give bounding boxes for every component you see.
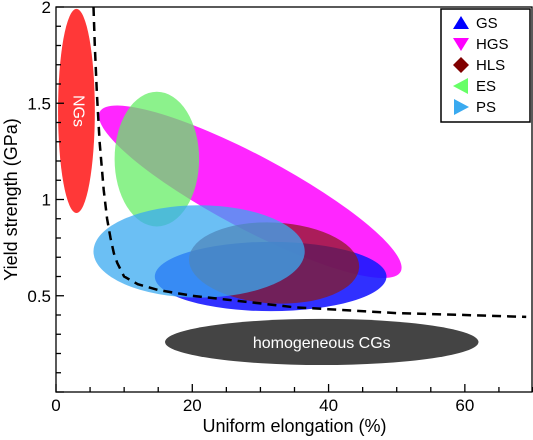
y-tick-label: 1.5 [27, 94, 51, 113]
region-homogeneous-cgs [165, 318, 479, 366]
legend-label-gs: GS [476, 15, 498, 32]
legend: GS HGS HLS ES PS [440, 8, 531, 123]
y-tick-label: 0.5 [27, 287, 51, 306]
legend-marker-gs [453, 16, 469, 29]
y-tick-label: 1 [42, 191, 51, 210]
x-tick-label: 60 [455, 396, 474, 415]
region-ngs [58, 8, 95, 213]
region-labels-layer: homogeneous CGs NGs [69, 95, 390, 352]
x-tick-label: 40 [319, 396, 338, 415]
legend-label-es: ES [476, 78, 496, 95]
x-tick-label: 0 [51, 396, 60, 415]
y-tick-label: 2 [42, 0, 51, 17]
x-axis-title: Uniform elongation (%) [202, 416, 386, 436]
legend-label-hgs: HGS [476, 36, 509, 53]
axes-layer: 0 20 40 60 0.5 1 1.5 2 [27, 0, 533, 415]
region-ps [93, 205, 305, 298]
legend-label-hls: HLS [476, 57, 505, 74]
region-label-homogeneous-cgs: homogeneous CGs [253, 335, 391, 352]
legend-marker-hgs [453, 38, 469, 51]
legend-marker-es [453, 78, 468, 94]
boundary-curve [92, 6, 527, 319]
legend-marker-ps [454, 99, 469, 115]
y-axis-title: Yield strength (GPa) [1, 118, 21, 280]
region-es [114, 91, 200, 227]
legend-label-ps: PS [476, 99, 496, 116]
region-label-ngs: NGs [69, 95, 86, 127]
x-tick-label: 20 [183, 396, 202, 415]
regions-layer [58, 8, 479, 366]
legend-marker-hls [453, 57, 469, 73]
